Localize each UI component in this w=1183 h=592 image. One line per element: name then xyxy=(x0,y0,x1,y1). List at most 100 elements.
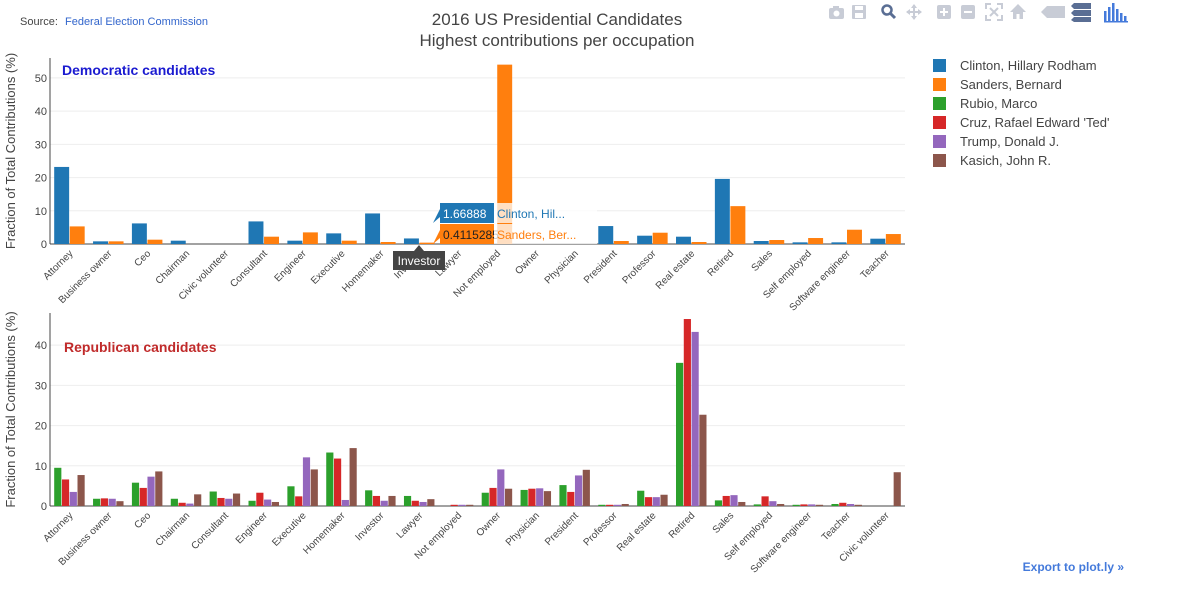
bar[interactable] xyxy=(458,504,466,506)
export-link[interactable]: Export to plot.ly » xyxy=(1023,560,1125,574)
bar[interactable] xyxy=(217,497,225,506)
legend-item[interactable]: Kasich, John R. xyxy=(933,153,1051,168)
bar[interactable] xyxy=(209,491,217,506)
bar[interactable] xyxy=(155,471,163,506)
zoom-icon[interactable] xyxy=(881,4,897,20)
bar[interactable] xyxy=(815,504,824,506)
bar[interactable] xyxy=(178,502,186,506)
bar[interactable] xyxy=(847,229,862,244)
bar[interactable] xyxy=(100,498,108,506)
bar[interactable] xyxy=(792,504,800,506)
bar[interactable] xyxy=(403,238,419,244)
bar[interactable] xyxy=(652,497,660,506)
autoscale-icon[interactable] xyxy=(985,3,1003,21)
bar[interactable] xyxy=(116,501,124,506)
bar[interactable] xyxy=(365,213,381,244)
bar[interactable] xyxy=(543,491,552,506)
bar[interactable] xyxy=(497,469,505,506)
bar[interactable] xyxy=(147,239,163,244)
bar[interactable] xyxy=(691,242,707,244)
bar[interactable] xyxy=(380,242,396,244)
source-link[interactable]: Federal Election Commission xyxy=(65,16,208,28)
hover-compare-icon[interactable] xyxy=(1071,3,1091,22)
bar[interactable] xyxy=(606,504,614,506)
bar[interactable] xyxy=(419,242,435,244)
bar[interactable] xyxy=(411,500,419,506)
bar[interactable] xyxy=(326,452,334,506)
bar[interactable] xyxy=(598,226,614,244)
bar[interactable] xyxy=(108,241,124,244)
bar[interactable] xyxy=(644,497,653,506)
bar[interactable] xyxy=(854,504,862,506)
bar[interactable] xyxy=(341,240,357,244)
bar[interactable] xyxy=(388,495,396,506)
bar[interactable] xyxy=(769,501,777,506)
bar[interactable] xyxy=(271,501,279,506)
bar[interactable] xyxy=(310,469,318,506)
camera-icon[interactable] xyxy=(829,6,844,19)
bar[interactable] xyxy=(660,494,668,506)
bar[interactable] xyxy=(54,467,62,506)
bar[interactable] xyxy=(372,495,381,506)
bar[interactable] xyxy=(714,178,730,244)
bar[interactable] xyxy=(637,490,645,506)
bar[interactable] xyxy=(559,485,567,506)
bar[interactable] xyxy=(287,240,303,244)
bar[interactable] xyxy=(264,236,279,244)
bar[interactable] xyxy=(194,494,202,506)
bar[interactable] xyxy=(93,498,101,506)
bar[interactable] xyxy=(403,495,412,506)
bar[interactable] xyxy=(691,331,699,506)
bar[interactable] xyxy=(637,235,653,244)
bar[interactable] xyxy=(598,504,606,506)
bar[interactable] xyxy=(847,503,855,506)
bar[interactable] xyxy=(808,238,824,244)
bar[interactable] xyxy=(769,240,785,244)
bar[interactable] xyxy=(567,491,575,506)
bar[interactable] xyxy=(683,319,691,506)
bar[interactable] xyxy=(574,475,583,506)
bar[interactable] xyxy=(481,492,489,506)
bar[interactable] xyxy=(536,488,544,506)
bar[interactable] xyxy=(54,166,70,244)
bar[interactable] xyxy=(497,64,513,244)
bar[interactable] xyxy=(699,414,707,506)
bar[interactable] xyxy=(893,472,901,506)
bar[interactable] xyxy=(334,458,342,506)
bar[interactable] xyxy=(885,234,901,244)
zoom-out-icon[interactable] xyxy=(961,5,975,19)
bar[interactable] xyxy=(69,226,85,244)
bar[interactable] xyxy=(349,448,357,506)
legend-item[interactable]: Trump, Donald J. xyxy=(933,134,1059,149)
bar[interactable] xyxy=(520,489,528,506)
bar[interactable] xyxy=(870,238,886,244)
bar[interactable] xyxy=(419,501,427,506)
bar[interactable] xyxy=(738,501,746,506)
bar[interactable] xyxy=(831,503,839,506)
bar[interactable] xyxy=(761,496,769,506)
bar[interactable] xyxy=(808,504,816,506)
bar[interactable] xyxy=(831,242,847,244)
bar[interactable] xyxy=(621,503,629,506)
bar[interactable] xyxy=(380,500,388,506)
bar[interactable] xyxy=(722,495,730,506)
legend-item[interactable]: Rubio, Marco xyxy=(933,96,1037,111)
bar[interactable] xyxy=(170,498,178,506)
bar[interactable] xyxy=(186,503,194,506)
bar[interactable] xyxy=(302,457,311,506)
bar[interactable] xyxy=(365,490,373,506)
bar[interactable] xyxy=(676,236,691,244)
zoom-in-icon[interactable] xyxy=(937,5,951,19)
bar[interactable] xyxy=(264,499,272,506)
bar[interactable] xyxy=(170,240,186,244)
legend-item[interactable]: Sanders, Bernard xyxy=(933,77,1062,92)
pan-icon[interactable] xyxy=(906,4,922,20)
save-icon[interactable] xyxy=(852,5,866,19)
bar[interactable] xyxy=(489,487,497,506)
bar[interactable] xyxy=(77,475,85,506)
bar[interactable] xyxy=(131,482,140,506)
bar[interactable] xyxy=(287,486,295,506)
bar[interactable] xyxy=(839,502,847,506)
bar[interactable] xyxy=(93,241,108,244)
bar[interactable] xyxy=(730,206,746,244)
